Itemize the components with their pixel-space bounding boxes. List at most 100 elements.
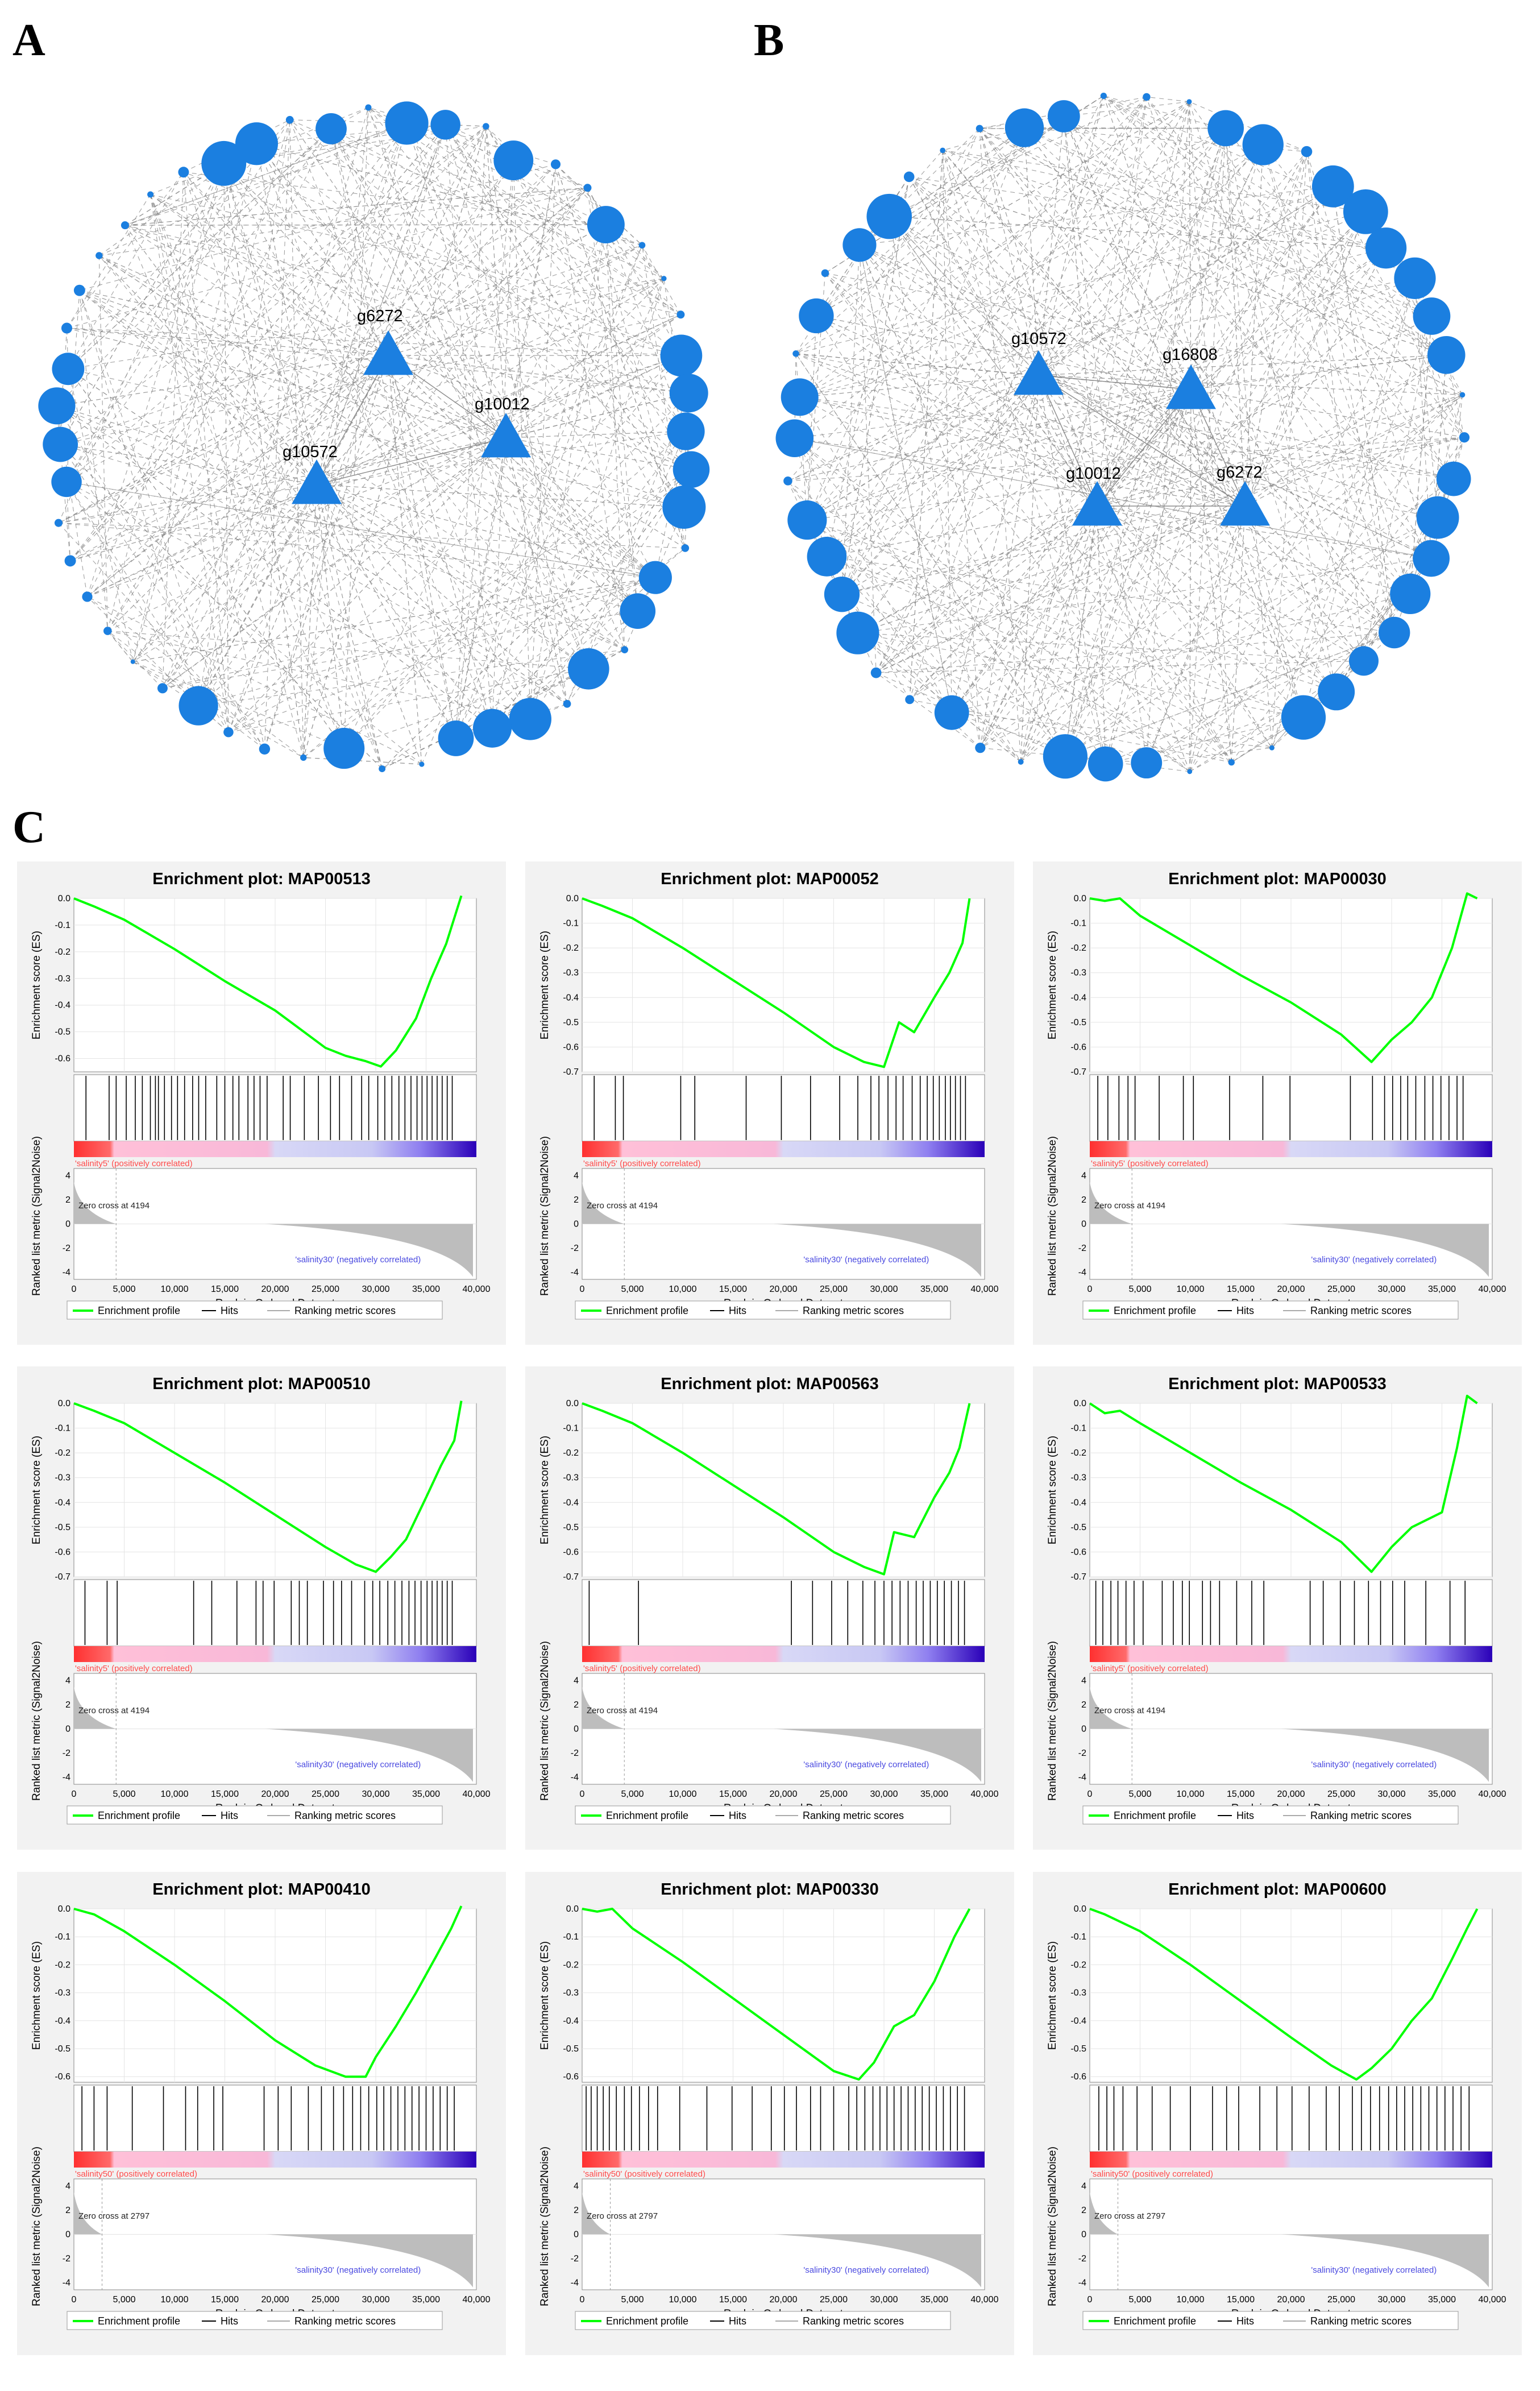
es-tick-label: -0.6 — [1070, 1042, 1086, 1052]
es-tick-label: -0.6 — [1070, 1547, 1086, 1557]
gene-node — [568, 648, 609, 690]
zero-cross-label: Zero cross at 4194 — [78, 1201, 150, 1211]
es-tick-label: -0.3 — [563, 1988, 579, 1998]
es-tick-label: 0.0 — [566, 1399, 579, 1408]
metric-tick-label: 2 — [574, 1700, 579, 1710]
es-tick-label: -0.2 — [1070, 1448, 1086, 1458]
metric-tick-label: -2 — [1078, 2254, 1086, 2264]
gene-node — [96, 252, 103, 259]
legend-ranking-label: Ranking metric scores — [803, 2315, 904, 2327]
gene-node — [1004, 108, 1044, 147]
gsea-plot: Enrichment plot: MAP00510 0.0 -0.1 -0.2 -0.3… — [17, 1366, 506, 1850]
es-tick-label: -0.4 — [563, 2016, 579, 2026]
x-tick-label: 5,000 — [113, 1789, 135, 1799]
es-tick-label: -0.5 — [1070, 1018, 1086, 1027]
gene-node — [660, 334, 703, 377]
x-tick-label: 30,000 — [362, 1789, 390, 1799]
es-tick-label: 0.0 — [1074, 894, 1086, 904]
es-tick-label: -0.6 — [563, 1547, 579, 1557]
es-tick-label: -0.6 — [563, 2072, 579, 2082]
legend-profile-label: Enrichment profile — [606, 1305, 688, 1316]
metric-tick-label: 4 — [65, 1171, 70, 1181]
metric-tick-label: 2 — [1081, 1700, 1086, 1710]
metric-tick-label: 0 — [574, 1220, 579, 1229]
x-tick-label: 40,000 — [463, 2295, 491, 2305]
x-tick-label: 40,000 — [1479, 1789, 1506, 1799]
x-tick-label: 15,000 — [719, 1789, 747, 1799]
x-tick-label: 0 — [1087, 2295, 1093, 2305]
gene-node — [1379, 616, 1410, 649]
ranking-color-bar — [1090, 1141, 1492, 1157]
gsea-plot: Enrichment plot: MAP00513 0.0 -0.1 -0.2 -0.3… — [17, 861, 506, 1345]
x-tick-label: 40,000 — [463, 1284, 491, 1294]
gene-node — [975, 743, 986, 753]
gene-node — [1131, 747, 1163, 779]
x-tick-label: 35,000 — [1428, 2295, 1456, 2305]
pos-corr-label: 'salinity5' (positively correlated) — [583, 1664, 701, 1673]
es-tick-label: -0.1 — [1070, 1424, 1086, 1433]
gene-node — [976, 125, 983, 132]
gene-node — [1311, 165, 1354, 208]
metric-tick-label: -2 — [1078, 1244, 1086, 1253]
hits-frame — [73, 1579, 477, 1647]
x-tick-label: 20,000 — [1277, 1284, 1305, 1294]
gene-node — [783, 476, 792, 486]
x-tick-label: 35,000 — [412, 1284, 440, 1294]
gene-node — [1187, 769, 1193, 774]
es-tick-label: -0.4 — [563, 1498, 579, 1507]
legend-profile-label: Enrichment profile — [1114, 1305, 1196, 1316]
es-tick-label: -0.1 — [563, 1424, 579, 1433]
pos-corr-label: 'salinity50' (positively correlated) — [583, 2169, 705, 2179]
hub-label: g6272 — [1217, 463, 1263, 482]
gene-node — [638, 561, 672, 594]
metric-positive-area — [74, 1182, 117, 1224]
metric-tick-label: -4 — [1078, 1772, 1086, 1782]
x-tick-label: 40,000 — [1479, 1284, 1506, 1294]
legend-profile-label: Enrichment profile — [98, 2315, 180, 2327]
gene-node — [385, 101, 429, 145]
gene-node — [147, 191, 154, 198]
metric-tick-label: 2 — [1081, 2206, 1086, 2215]
metric-tick-label: 2 — [65, 2206, 70, 2215]
metric-tick-label: -4 — [1078, 2278, 1086, 2288]
gene-node — [836, 611, 879, 654]
gene-node — [1207, 110, 1244, 147]
gene-node — [43, 426, 78, 462]
metric-axis-label: Ranked list metric (Signal2Noise) — [1047, 2146, 1059, 2306]
es-tick-label: -0.5 — [55, 2044, 70, 2054]
gene-node — [259, 743, 271, 755]
x-tick-label: 15,000 — [1227, 2295, 1255, 2305]
ranking-color-bar — [74, 2152, 476, 2168]
gene-node — [550, 159, 561, 169]
gene-node — [903, 171, 915, 183]
metric-tick-label: 2 — [574, 2206, 579, 2215]
metric-tick-label: 4 — [1081, 1171, 1086, 1181]
gene-node — [587, 206, 625, 244]
neg-corr-label: 'salinity30' (negatively correlated) — [1311, 2265, 1437, 2275]
metric-axis-label: Ranked list metric (Signal2Noise) — [1047, 1641, 1059, 1801]
x-tick-label: 30,000 — [870, 1284, 898, 1294]
hub-node — [363, 330, 413, 375]
gene-node — [662, 485, 706, 529]
ranking-color-bar — [582, 1646, 985, 1662]
hits-frame — [1089, 2085, 1493, 2152]
es-tick-label: -0.3 — [563, 968, 579, 978]
zero-cross-label: Zero cross at 4194 — [1094, 1201, 1165, 1211]
es-axis-label: Enrichment score (ES) — [539, 931, 551, 1039]
plot-title: Enrichment plot: MAP00052 — [661, 870, 879, 888]
metric-tick-label: 4 — [65, 2182, 70, 2191]
es-tick-label: -0.5 — [55, 1027, 70, 1037]
x-tick-label: 0 — [580, 1789, 585, 1799]
gene-node — [1413, 297, 1451, 335]
es-axis-label: Enrichment score (ES) — [31, 931, 43, 1039]
legend-hits-label: Hits — [221, 1810, 238, 1821]
pos-corr-label: 'salinity50' (positively correlated) — [75, 2169, 197, 2179]
x-tick-label: 35,000 — [920, 2295, 948, 2305]
gene-node — [638, 242, 646, 249]
metric-negative-area — [1281, 1729, 1489, 1782]
legend-ranking-label: Ranking metric scores — [1310, 2315, 1412, 2327]
gene-node — [1242, 124, 1284, 165]
x-tick-label: 30,000 — [870, 1789, 898, 1799]
es-tick-label: -0.4 — [1070, 1498, 1086, 1507]
gene-node — [807, 537, 847, 577]
